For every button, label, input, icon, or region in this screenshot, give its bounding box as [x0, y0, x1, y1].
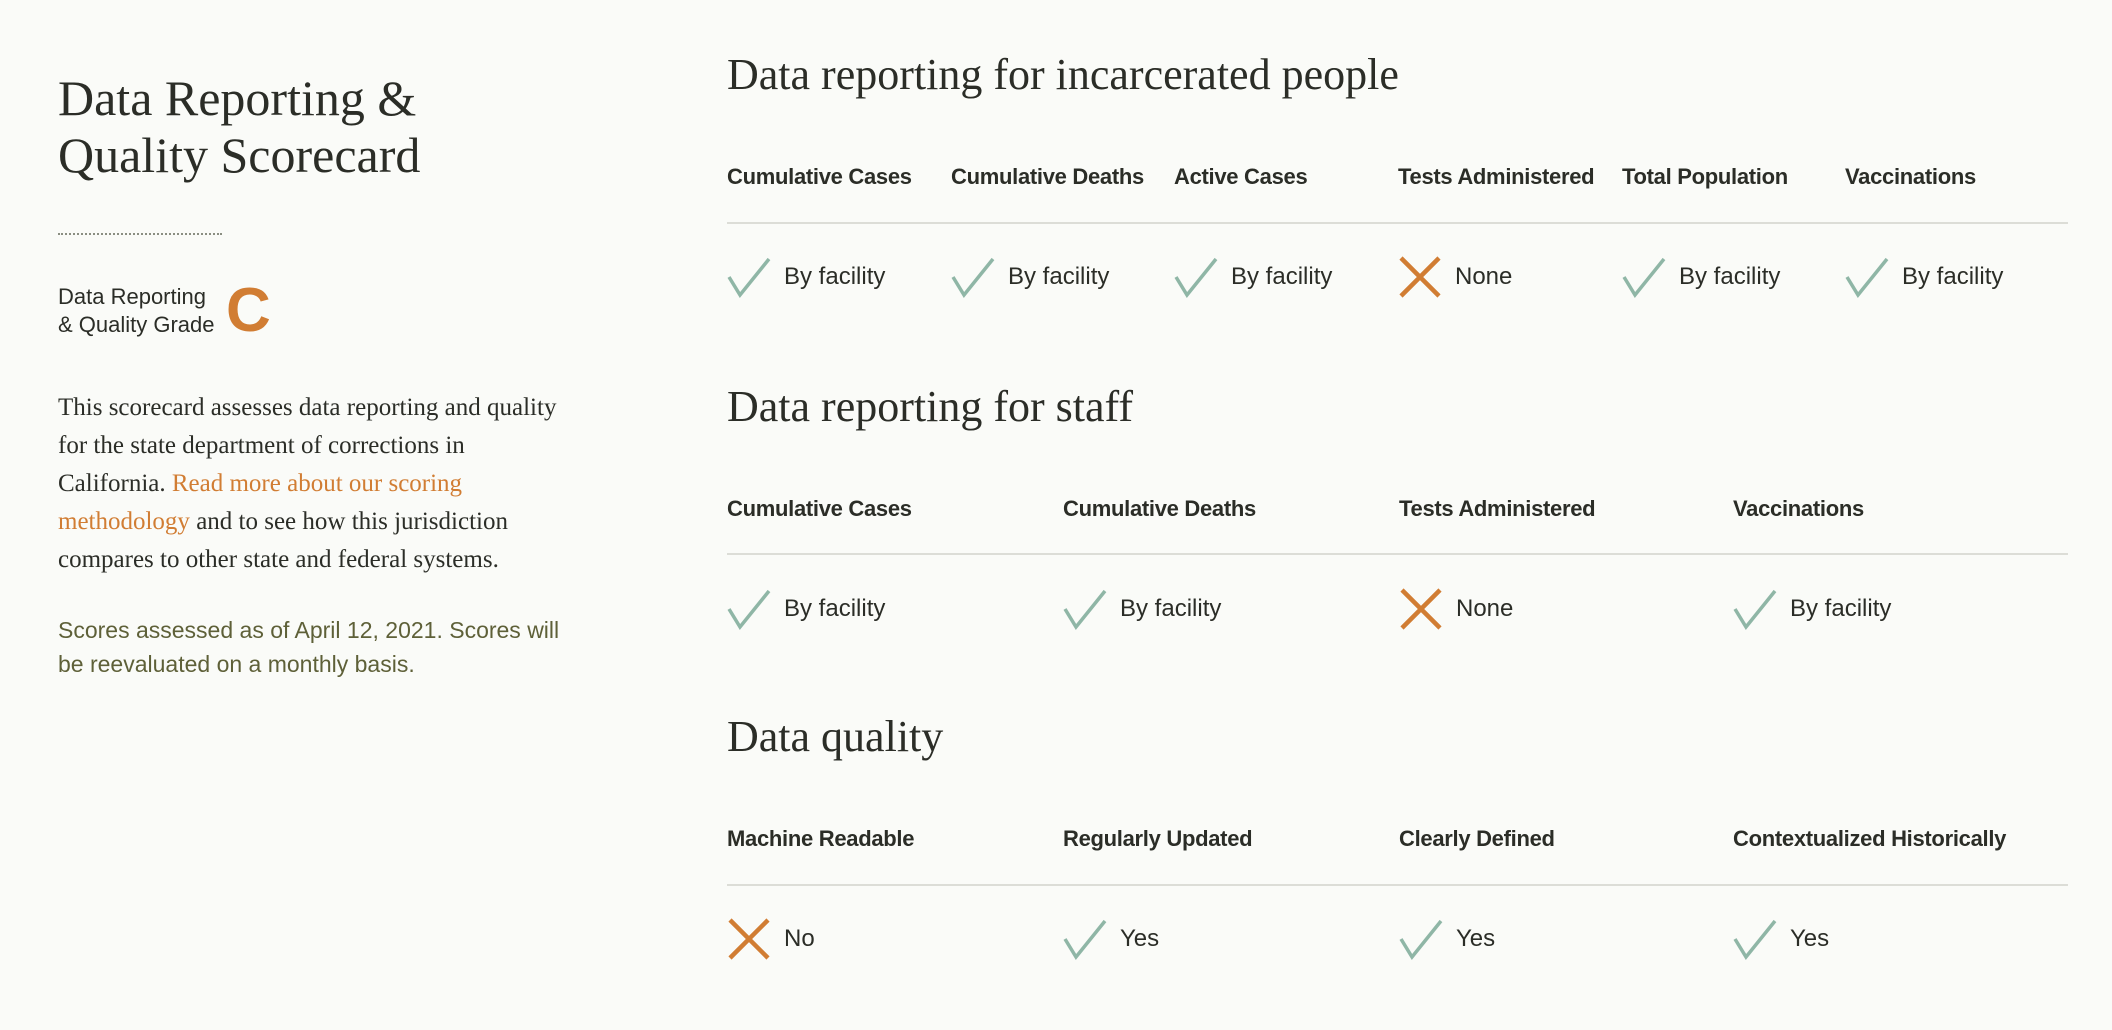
intro-text-end: and to see how this jurisdiction compare… [58, 508, 508, 573]
status-cell-cumulative-deaths: By facility [1063, 585, 1221, 633]
scorecard-sidebar: Data Reporting & Quality Scorecard Data … [58, 70, 578, 704]
column-header-vaccinations: Vaccinations [1845, 164, 1976, 189]
status-cell-active-cases: By facility [1174, 253, 1332, 301]
status-cell-cumulative-deaths: By facility [951, 253, 1109, 301]
status-cell-total-population: By facility [1622, 253, 1780, 301]
status-cell-regularly-updated: Yes [1063, 915, 1159, 963]
status-value: By facility [784, 595, 886, 622]
status-value: Yes [1456, 925, 1496, 952]
section-divider [727, 222, 2068, 224]
status-value: By facility [1231, 263, 1333, 290]
assessment-note: Scores assessed as of April 12, 2021. Sc… [58, 617, 560, 677]
status-cell-tests-administered: None [1399, 585, 1513, 633]
section-divider [727, 884, 2068, 886]
page-title-line2: Quality Scorecard [58, 127, 421, 183]
check-icon [1063, 589, 1107, 631]
status-value: By facility [1790, 595, 1892, 622]
status-cell-cumulative-cases: By facility [727, 585, 885, 633]
cross-icon [728, 918, 770, 960]
intro-paragraph: This scorecard assesses data reporting a… [58, 389, 568, 579]
status-value: Yes [1790, 925, 1830, 952]
column-header-vaccinations: Vaccinations [1733, 496, 1864, 521]
status-cell-vaccinations: By facility [1845, 253, 2003, 301]
column-header-clearly-defined: Clearly Defined [1399, 826, 1555, 851]
grade-label: Data Reporting & Quality Grade [58, 284, 215, 337]
grade-row: Data Reporting & Quality Grade C [58, 276, 578, 345]
column-header-tests-administered: Tests Administered [1399, 496, 1596, 521]
status-value: By facility [1902, 263, 2004, 290]
section-title-staff: Data reporting for staff [727, 382, 1134, 431]
column-header-contextualized-historically: Contextualized Historically [1733, 826, 2007, 851]
column-header-cumulative-cases: Cumulative Cases [727, 496, 912, 521]
methodology-link[interactable]: Read more about our scoring methodology [58, 470, 463, 535]
page-title-line1: Data Reporting & [58, 70, 417, 126]
status-value: By facility [784, 263, 886, 290]
check-icon [1399, 919, 1443, 961]
check-icon [1733, 589, 1777, 631]
column-header-total-population: Total Population [1622, 164, 1788, 189]
column-header-regularly-updated: Regularly Updated [1063, 826, 1253, 851]
check-icon [1845, 257, 1889, 299]
status-value: By facility [1008, 263, 1110, 290]
status-value: None [1455, 263, 1513, 290]
check-icon [1622, 257, 1666, 299]
column-header-machine-readable: Machine Readable [727, 826, 915, 851]
section-title-incarcerated: Data reporting for incarcerated people [727, 50, 1399, 99]
check-icon [727, 589, 771, 631]
section-title-data-quality: Data quality [727, 712, 944, 761]
status-cell-tests-administered: None [1398, 253, 1512, 301]
status-value: Yes [1120, 925, 1160, 952]
cross-icon [1399, 256, 1441, 298]
column-header-active-cases: Active Cases [1174, 164, 1308, 189]
intro-text-start: This scorecard assesses data reporting a… [58, 394, 557, 497]
column-header-tests-administered: Tests Administered [1398, 164, 1595, 189]
status-cell-contextualized-historically: Yes [1733, 915, 1829, 963]
column-header-cumulative-deaths: Cumulative Deaths [1063, 496, 1256, 521]
check-icon [951, 257, 995, 299]
check-icon [1733, 919, 1777, 961]
cross-icon [1400, 588, 1442, 630]
status-value: By facility [1120, 595, 1222, 622]
grade-letter: C [226, 276, 271, 345]
page-title: Data Reporting & Quality Scorecard [58, 70, 578, 184]
column-header-cumulative-deaths: Cumulative Deaths [951, 164, 1144, 189]
section-divider [727, 553, 2068, 555]
status-value: No [784, 925, 815, 952]
status-cell-clearly-defined: Yes [1399, 915, 1495, 963]
status-value: None [1456, 595, 1514, 622]
dotted-divider [58, 233, 222, 235]
status-cell-machine-readable: No [727, 915, 815, 963]
check-icon [727, 257, 771, 299]
status-cell-vaccinations: By facility [1733, 585, 1891, 633]
status-cell-cumulative-cases: By facility [727, 253, 885, 301]
check-icon [1174, 257, 1218, 299]
column-header-cumulative-cases: Cumulative Cases [727, 164, 912, 189]
status-value: By facility [1679, 263, 1781, 290]
check-icon [1063, 919, 1107, 961]
